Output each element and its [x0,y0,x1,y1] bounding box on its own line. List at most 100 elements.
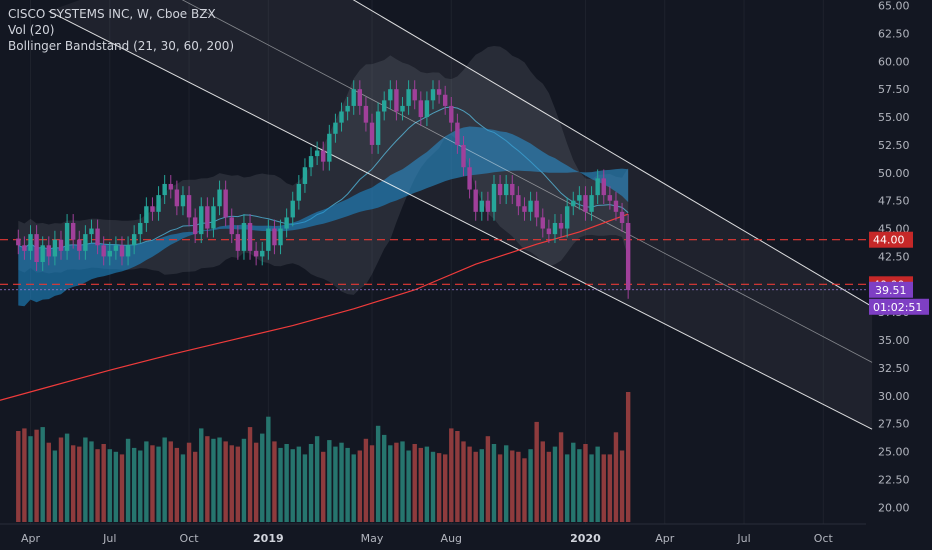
volume-bar [119,454,125,522]
volume-bar [34,429,39,522]
candle [516,186,521,216]
candle-body [625,222,631,290]
volume-bar [479,449,484,522]
candle [260,241,265,266]
candle [363,96,369,132]
volume-bar [125,438,131,522]
legend-volume[interactable]: Vol (20) [8,23,55,37]
candle [339,102,344,132]
candle-body [131,234,137,246]
candle [424,91,430,126]
volume-bar [260,433,265,522]
candle [217,180,222,216]
time-tick-label: Jul [102,532,116,545]
candle [223,180,228,227]
candle [577,186,582,210]
volume-bar [540,441,545,522]
volume-bar [558,432,564,522]
candle [357,80,363,115]
candle-body [339,111,344,123]
candle [351,80,356,115]
candle-body [77,239,82,251]
volume-bar [101,444,106,522]
candle [375,102,381,154]
candle [522,197,527,221]
candle [400,96,405,121]
volume-bar [625,392,631,522]
candle [174,180,180,216]
volume-bar [247,427,253,522]
candle [28,225,33,260]
candle [34,225,39,271]
candle-body [52,239,58,257]
volume-bar [552,446,558,522]
candle [278,219,283,255]
volume-bar [22,428,27,522]
volume-bar [546,451,552,522]
candle-body [595,178,600,196]
candle-body [607,195,613,201]
candle-body [113,245,119,251]
volume-bar [510,450,515,522]
candle [156,186,161,221]
candle-body [186,195,192,218]
candle-body [314,150,320,157]
price-tick-label: 47.50 [878,195,910,208]
price-tick-label: 22.50 [878,473,910,486]
time-tick-label: Jul [736,532,750,545]
candle [564,197,570,238]
volume-bar [253,442,259,522]
volume-bar [503,445,509,522]
candle [485,191,491,221]
candle [571,191,576,216]
candle-body [22,245,27,251]
candle-body [174,189,180,207]
candle-body [308,156,314,168]
candle [619,202,625,232]
legend-indicator[interactable]: Bollinger Bandstand (21, 30, 60, 200) [8,39,235,53]
candle-body [546,228,552,235]
volume-bar [406,450,411,522]
volume-bar [144,441,149,522]
candle [77,230,82,260]
candle-body [449,105,454,123]
time-tick-label: 2020 [570,532,601,545]
volume-bar [28,436,33,522]
candle-body [28,234,33,251]
candle-body [296,183,302,201]
candle-body [241,222,247,251]
candle [540,208,545,238]
candle-body [260,250,265,257]
candle-body [436,89,442,95]
volume-bar [58,437,64,522]
candle-body [16,238,21,246]
volume-bar [211,438,216,522]
candle [308,147,314,177]
volume-bar [113,451,119,522]
candle-body [552,222,558,235]
legend-symbol[interactable]: CISCO SYSTEMS INC, W, Cboe BZX [8,7,216,21]
candle-body [351,89,356,106]
candle [583,186,588,221]
candle-body [522,206,527,212]
candle [192,208,198,244]
candle-body [70,222,76,240]
candle-body [162,183,167,196]
volume-bar [564,454,570,522]
price-tick-label: 55.00 [878,111,910,124]
volume-bar [375,425,381,522]
candle [107,241,112,266]
candle-body [503,183,509,196]
candle [321,141,326,171]
candle-body [235,234,241,251]
candle-body [467,167,472,190]
volume-bar [516,451,521,522]
volume-bar [351,454,356,522]
last-price-badge [869,281,913,298]
candle-body [284,217,289,229]
volume-bar [449,428,454,522]
price-tick-label: 52.50 [878,139,910,152]
volume-bar [46,442,51,522]
